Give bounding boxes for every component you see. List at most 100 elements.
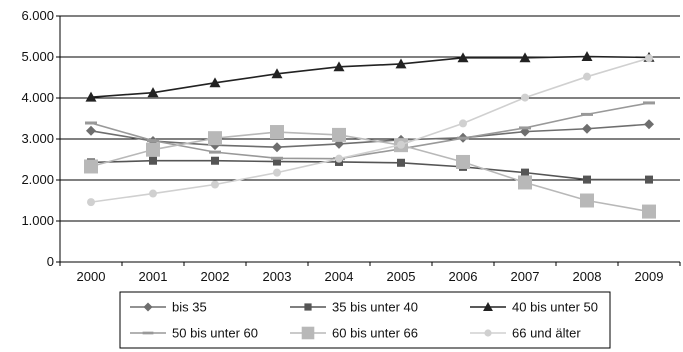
data-point — [457, 52, 469, 63]
y-tick-label: 2.000 — [21, 172, 54, 187]
data-point — [397, 140, 405, 149]
data-point — [147, 139, 159, 143]
series-1 — [86, 119, 654, 153]
data-point — [211, 180, 219, 189]
data-point — [333, 61, 345, 72]
data-point — [208, 131, 222, 146]
data-point — [395, 58, 407, 69]
legend-item: 40 bis unter 50 — [470, 300, 598, 315]
data-point — [149, 189, 157, 198]
legend-label: 40 bis unter 50 — [512, 300, 598, 315]
data-point — [271, 156, 283, 160]
series-group — [84, 51, 656, 219]
data-point — [271, 68, 283, 79]
series-line — [90, 55, 650, 98]
gridlines — [60, 15, 680, 222]
y-tick-label: 4.000 — [21, 90, 54, 105]
data-point — [335, 154, 343, 163]
series-line — [90, 123, 650, 149]
x-tick-label: 2007 — [511, 269, 540, 284]
series-line — [90, 102, 650, 160]
legend: bis 35 35 bis unter 40 40 bis unter 50 50 b… — [119, 291, 611, 349]
legend-marker — [142, 331, 154, 335]
x-tick-label: 2001 — [139, 269, 168, 284]
x-tick-label: 2000 — [77, 269, 106, 284]
series-line — [90, 57, 650, 203]
data-point — [272, 142, 282, 153]
legend-label: 35 bis unter 40 — [332, 300, 418, 315]
legend-label: 60 bis unter 66 — [332, 326, 418, 341]
y-tick-label: 0 — [47, 254, 54, 269]
series-5 — [84, 125, 656, 219]
data-point — [149, 156, 157, 165]
data-point — [583, 175, 591, 184]
data-point — [84, 159, 98, 174]
y-axis: 0 1.000 2.000 3.000 4.000 5.000 6.000 — [21, 8, 61, 269]
data-point — [209, 150, 221, 154]
data-point — [583, 72, 591, 81]
legend-label: 66 und älter — [512, 326, 581, 341]
data-point — [582, 123, 592, 134]
y-tick-label: 5.000 — [21, 49, 54, 64]
series-3 — [85, 51, 655, 102]
data-point — [521, 93, 529, 102]
data-point — [397, 158, 405, 167]
x-tick-label: 2006 — [449, 269, 478, 284]
data-point — [642, 204, 656, 219]
legend-box — [119, 291, 611, 349]
legend-marker — [483, 302, 493, 311]
legend-marker — [301, 326, 315, 340]
data-point — [518, 175, 532, 190]
data-point — [85, 121, 97, 125]
legend-marker — [304, 303, 312, 311]
series-line — [90, 159, 649, 181]
data-point — [332, 127, 346, 142]
x-tick-label: 2003 — [263, 269, 292, 284]
data-point — [87, 198, 95, 207]
data-point — [643, 101, 655, 105]
data-point — [211, 156, 219, 165]
data-point — [85, 91, 97, 102]
legend-item: bis 35 — [130, 300, 207, 315]
legend-item: 35 bis unter 40 — [290, 300, 418, 315]
legend-label: 50 bis unter 60 — [172, 326, 258, 341]
legend-item: 60 bis unter 66 — [290, 326, 418, 341]
legend-marker — [484, 329, 492, 337]
x-tick-label: 2005 — [387, 269, 416, 284]
x-tick-label: 2009 — [635, 269, 664, 284]
data-point — [519, 126, 531, 130]
data-point — [580, 193, 594, 208]
data-point — [581, 112, 593, 116]
data-point — [521, 168, 529, 177]
legend-item: 66 und älter — [470, 326, 581, 341]
series-line — [90, 131, 650, 213]
data-point — [644, 119, 654, 130]
legend-item: 50 bis unter 60 — [130, 326, 258, 341]
data-point — [456, 154, 470, 169]
data-point — [273, 168, 281, 177]
series-6 — [87, 54, 653, 207]
data-point — [519, 52, 531, 63]
data-point — [645, 175, 653, 184]
y-tick-label: 6.000 — [21, 8, 54, 23]
data-point — [520, 126, 530, 137]
y-tick-label: 3.000 — [21, 131, 54, 146]
y-tick-label: 1.000 — [21, 213, 54, 228]
x-tick-label: 2002 — [201, 269, 230, 284]
legend-marker — [143, 302, 153, 312]
data-point — [146, 142, 160, 157]
data-point — [273, 157, 281, 166]
data-point — [209, 77, 221, 88]
data-point — [645, 54, 653, 63]
x-axis: 2000 2001 2002 2003 2004 2005 2006 2007 2008 2009 — [59, 261, 681, 284]
data-point — [86, 125, 96, 136]
data-point — [457, 136, 469, 140]
data-point — [581, 51, 593, 61]
data-point — [147, 87, 159, 98]
x-tick-label: 2008 — [573, 269, 602, 284]
legend-label: bis 35 — [172, 300, 207, 315]
data-point — [459, 119, 467, 128]
data-point — [270, 125, 284, 140]
x-tick-label: 2004 — [325, 269, 354, 284]
